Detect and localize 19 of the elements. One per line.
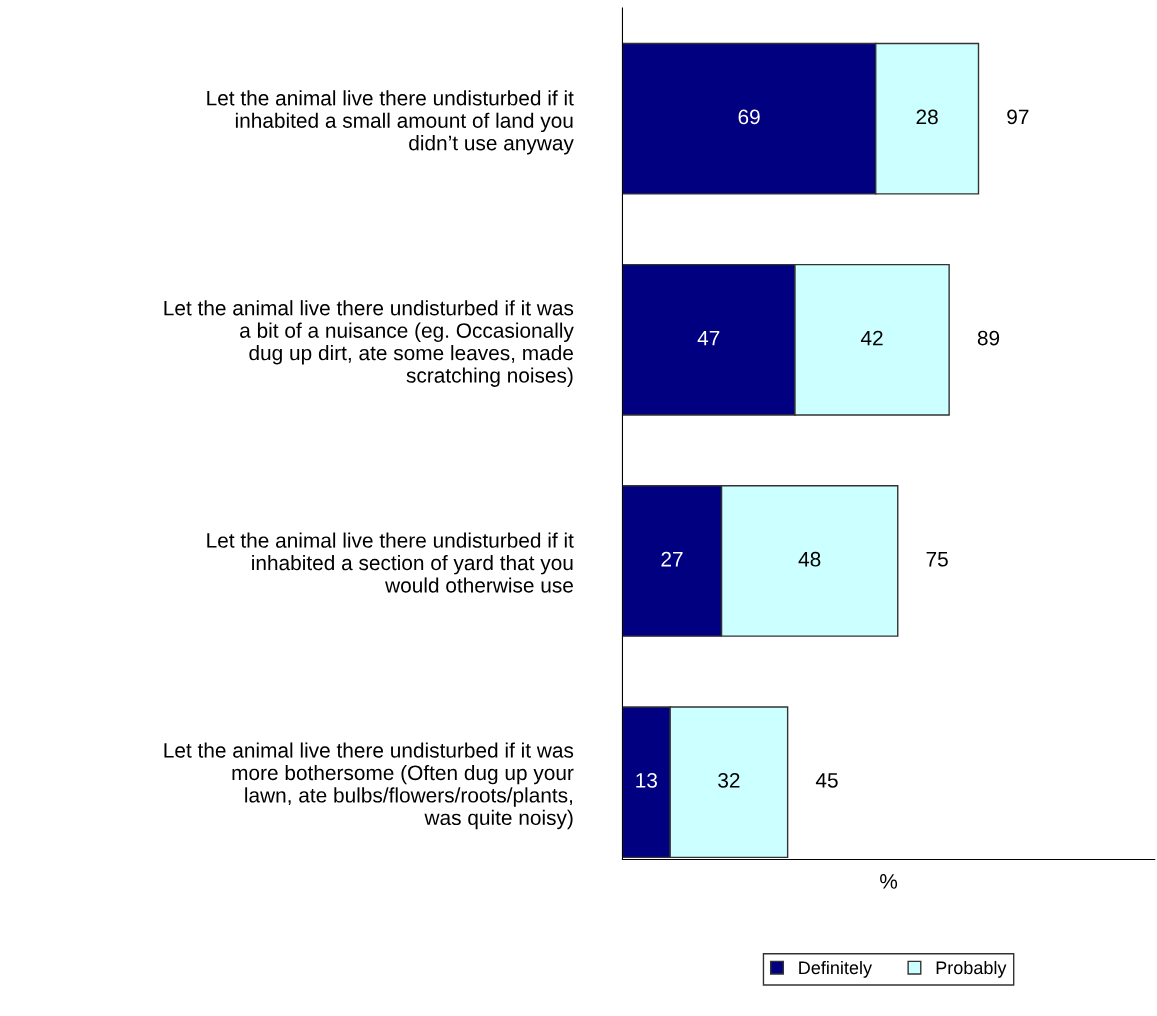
data-label: 69 — [738, 109, 760, 125]
x-axis-title: % — [880, 874, 898, 889]
data-label: 42 — [860, 330, 883, 346]
data-label: 28 — [916, 109, 938, 125]
y-tick-label: Let the animal live there undisturbed if it inhabited a section of yard that you would otherwise use — [207, 532, 574, 593]
y-tick-label: Let the animal live there undisturbed if it inhabited a small amount of land you didn’t use anyway — [207, 90, 574, 155]
data-label: 32 — [718, 772, 740, 788]
data-label: 48 — [798, 551, 821, 567]
legend-label: Definitely — [799, 960, 872, 978]
data-label: 47 — [697, 330, 720, 346]
data-label: 13 — [636, 772, 657, 788]
total-label: 89 — [977, 330, 1000, 346]
y-tick-label: Let the animal live there undisturbed if it was a bit of a nuisance (eg. Occasionally dug up dirt, ate some leaves, made scratching noises) — [164, 300, 574, 387]
total-label: 75 — [926, 552, 948, 567]
data-label: 27 — [661, 551, 683, 567]
y-tick-label: Let the animal live there undisturbed if it was more bothersome (Often dug up your lawn, ate bulbs/flowers/roots/plants, was quite noisy) — [164, 742, 574, 830]
total-label: 45 — [815, 773, 838, 788]
total-label: 97 — [1007, 109, 1029, 125]
legend-label: Probably — [936, 960, 1007, 978]
